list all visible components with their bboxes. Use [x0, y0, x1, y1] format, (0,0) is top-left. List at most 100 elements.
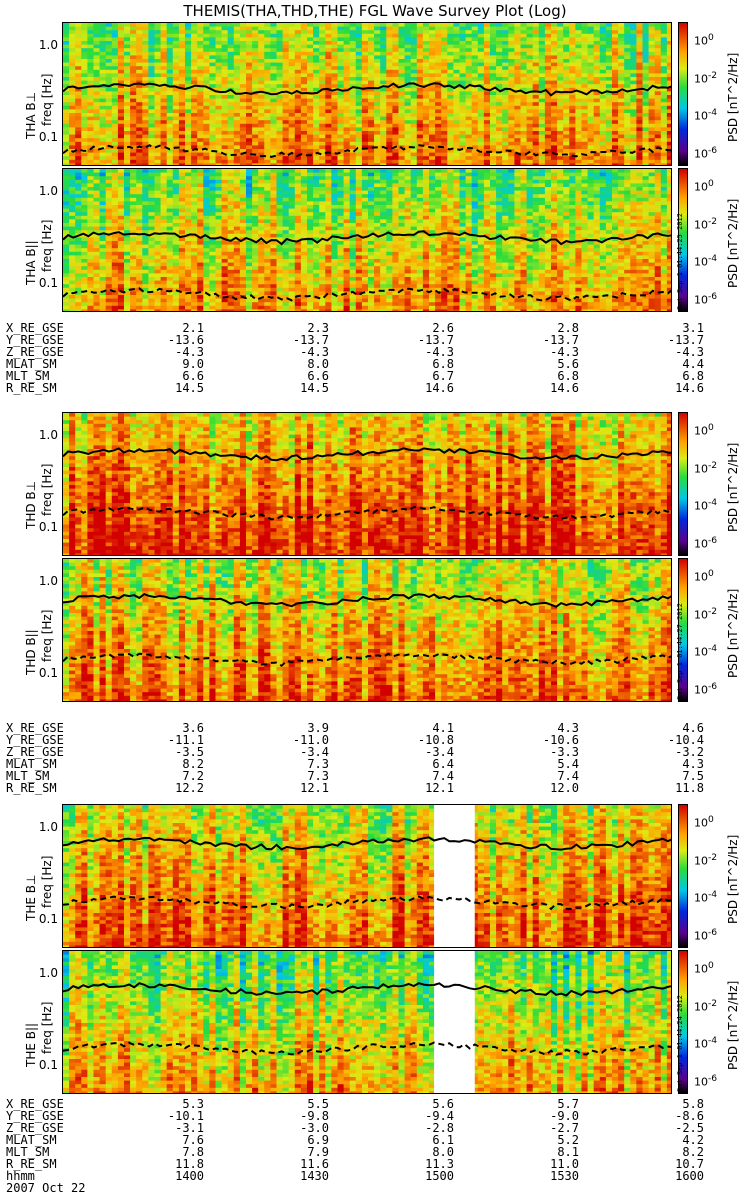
psd-cell: [191, 302, 198, 307]
psd-cell: [178, 226, 186, 231]
psd-cell: [166, 262, 174, 267]
psd-cell: [258, 80, 265, 85]
psd-cell: [337, 44, 345, 49]
psd-cell: [136, 66, 143, 71]
psd-cell: [185, 169, 192, 174]
psd-cell: [264, 156, 271, 161]
psd-cell: [441, 138, 448, 143]
psd-cell: [325, 149, 332, 154]
psd-cell: [209, 73, 217, 78]
psd-cell: [136, 269, 143, 274]
psd-cell: [355, 145, 363, 150]
psd-cell: [648, 66, 656, 71]
psd-cell: [612, 138, 619, 143]
psd-cell: [502, 66, 509, 71]
psd-cell: [337, 127, 345, 132]
psd-cell: [111, 33, 119, 38]
psd-cell: [429, 30, 436, 35]
psd-cell: [105, 159, 113, 164]
psd-cell: [587, 134, 595, 139]
psd-cell: [142, 251, 149, 256]
psd-cell: [124, 219, 131, 224]
psd-cell: [581, 102, 589, 107]
psd-cell: [69, 197, 76, 202]
psd-cell: [166, 241, 174, 246]
psd-cell: [343, 80, 351, 85]
psd-cell: [374, 134, 381, 139]
psd-cell: [239, 102, 247, 107]
psd-cell: [618, 98, 625, 103]
psd-cell: [63, 127, 70, 132]
psd-cell: [587, 105, 595, 110]
psd-cell: [612, 152, 619, 157]
psd-cell: [483, 48, 491, 53]
psd-cell: [575, 84, 583, 89]
psd-cell: [233, 66, 241, 71]
psd-cell: [581, 156, 589, 161]
psd-cell: [258, 62, 265, 67]
psd-cell: [148, 233, 156, 238]
psd-cell: [526, 59, 534, 64]
psd-cell: [124, 69, 131, 74]
psd-cell: [587, 80, 595, 85]
psd-cell: [166, 95, 174, 100]
psd-cell: [178, 33, 186, 38]
psd-cell: [313, 109, 320, 114]
psd-cell: [294, 145, 302, 150]
psd-cell: [337, 23, 345, 28]
psd-cell: [319, 113, 326, 118]
psd-cell: [136, 291, 143, 296]
psd-cell: [514, 23, 522, 28]
psd-cell: [319, 134, 326, 139]
psd-cell: [105, 66, 113, 71]
psd-cell: [368, 44, 375, 49]
psd-cell: [502, 152, 509, 157]
psd-cell: [508, 80, 515, 85]
psd-cell: [117, 159, 125, 164]
psd-cell: [252, 123, 259, 128]
psd-cell: [185, 179, 192, 184]
psd-cell: [551, 131, 558, 136]
psd-cell: [416, 156, 424, 161]
psd-cell: [605, 113, 613, 118]
psd-cell: [355, 87, 363, 92]
psd-cell: [178, 73, 186, 78]
psd-cell: [544, 37, 552, 42]
psd-cell: [447, 59, 454, 64]
psd-cell: [221, 73, 229, 78]
psd-cell: [526, 105, 534, 110]
psd-cell: [93, 176, 101, 181]
psd-cell: [99, 295, 107, 300]
psd-cell: [148, 305, 156, 310]
psd-cell: [185, 255, 192, 260]
psd-cell: [197, 223, 204, 228]
psd-cell: [154, 51, 162, 56]
psd-cell: [660, 48, 668, 53]
psd-cell: [349, 55, 357, 60]
psd-cell: [337, 51, 345, 56]
psd-cell: [581, 59, 589, 64]
psd-cell: [154, 123, 162, 128]
psd-cell: [624, 37, 631, 42]
psd-cell: [75, 156, 82, 161]
psd-cell: [148, 77, 156, 82]
psd-cell: [203, 244, 210, 249]
psd-cell: [87, 262, 95, 267]
psd-cell: [87, 131, 95, 136]
psd-cell: [124, 295, 131, 300]
psd-cell: [624, 73, 631, 78]
psd-cell: [142, 44, 149, 49]
psd-cell: [172, 201, 180, 206]
psd-cell: [575, 149, 583, 154]
psd-cell: [148, 280, 156, 285]
psd-cell: [294, 51, 302, 56]
psd-cell: [514, 73, 522, 78]
psd-cell: [300, 159, 308, 164]
psd-cell: [264, 80, 271, 85]
psd-cell: [666, 102, 671, 107]
psd-cell: [599, 30, 607, 35]
psd-cell: [87, 197, 95, 202]
psd-cell: [239, 156, 247, 161]
psd-cell: [416, 113, 424, 118]
psd-cell: [648, 44, 656, 49]
